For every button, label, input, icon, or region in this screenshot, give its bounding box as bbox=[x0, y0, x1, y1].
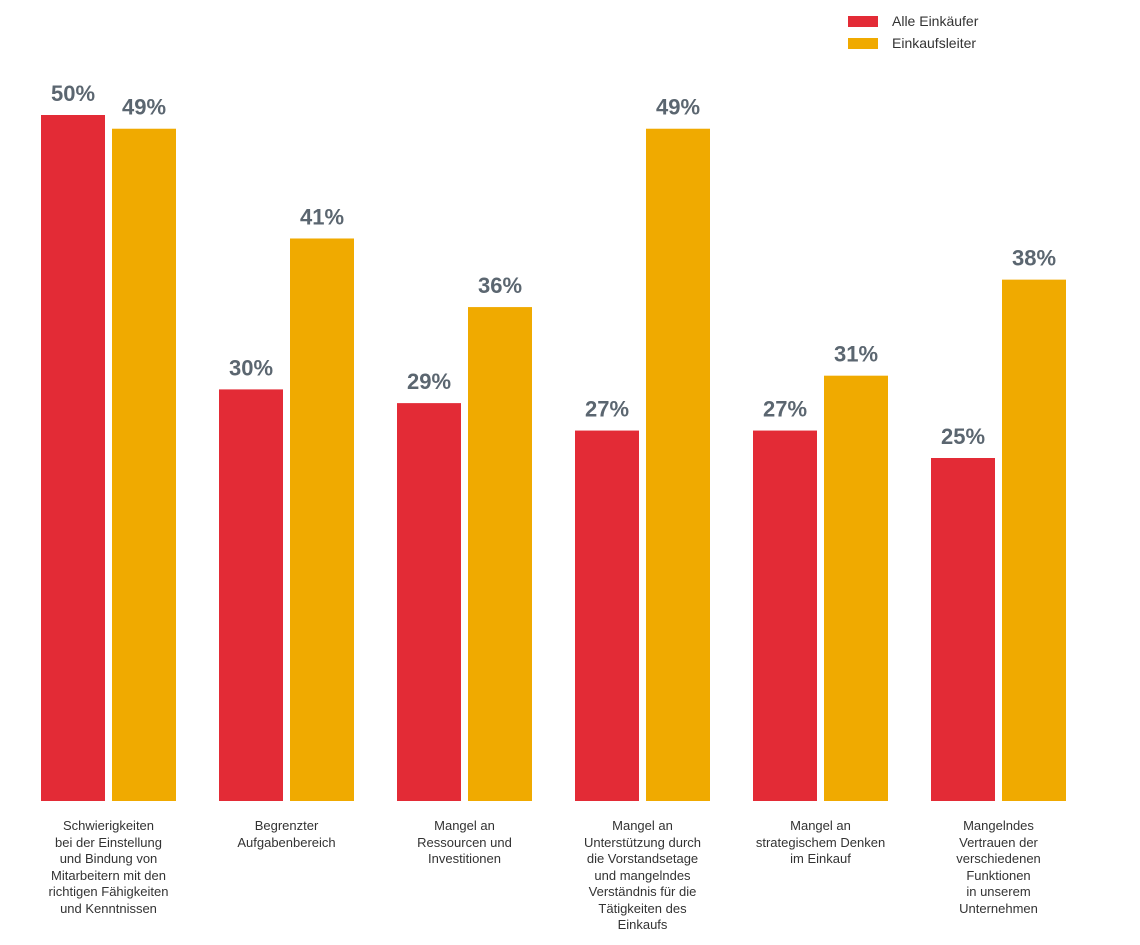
category-label: Mangel an strategischem Denken im Einkau… bbox=[755, 818, 886, 866]
category-label: Mangelndes Vertrauen der verschiedenen F… bbox=[956, 818, 1041, 916]
bar-alle-einkaeufer bbox=[575, 430, 639, 801]
bar-einkaufsleiter bbox=[112, 128, 176, 802]
category-label: Begrenzter Aufgabenbereich bbox=[237, 818, 336, 850]
category-label: Schwierigkeiten bei der Einstellung und … bbox=[48, 818, 169, 916]
bar-einkaufsleiter bbox=[290, 238, 354, 802]
bar-einkaufsleiter bbox=[1002, 279, 1066, 801]
legend-swatch-alle-einkaeufer bbox=[848, 15, 878, 27]
data-label: 30% bbox=[229, 355, 273, 380]
data-label: 41% bbox=[300, 204, 344, 229]
legend-item-einkaufsleiter: Einkaufsleiter bbox=[848, 32, 978, 54]
data-label: 36% bbox=[478, 273, 522, 298]
category-label: Mangel an Unterstützung durch die Vorsta… bbox=[583, 818, 702, 932]
bar-alle-einkaeufer bbox=[219, 389, 283, 801]
data-label: 49% bbox=[656, 95, 700, 120]
data-label: 29% bbox=[407, 369, 451, 394]
data-label: 27% bbox=[763, 397, 807, 422]
data-label: 50% bbox=[51, 81, 95, 106]
data-label: 27% bbox=[585, 397, 629, 422]
bar-alle-einkaeufer bbox=[397, 403, 461, 801]
category-label: Mangel an Ressourcen und Investitionen bbox=[417, 818, 512, 866]
bar-alle-einkaeufer bbox=[931, 458, 995, 801]
data-label: 49% bbox=[122, 95, 166, 120]
legend-label: Einkaufsleiter bbox=[892, 35, 977, 51]
bar-alle-einkaeufer bbox=[753, 430, 817, 801]
bar-einkaufsleiter bbox=[646, 128, 710, 802]
bar-einkaufsleiter bbox=[824, 375, 888, 801]
bar-alle-einkaeufer bbox=[41, 115, 105, 801]
legend-label: Alle Einkäufer bbox=[892, 13, 979, 29]
bar-einkaufsleiter bbox=[468, 307, 532, 801]
legend-swatch-einkaufsleiter bbox=[848, 37, 878, 49]
data-label: 38% bbox=[1012, 246, 1056, 271]
data-label: 25% bbox=[941, 424, 985, 449]
legend: Alle Einkäufer Einkaufsleiter bbox=[848, 10, 978, 54]
legend-item-alle-einkaeufer: Alle Einkäufer bbox=[848, 10, 978, 32]
data-label: 31% bbox=[834, 342, 878, 367]
